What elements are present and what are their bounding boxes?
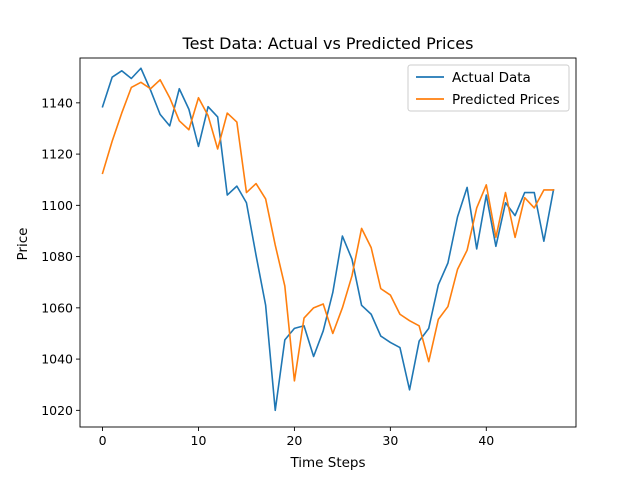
y-tick-label: 1080: [41, 249, 73, 264]
y-tick-label: 1120: [41, 147, 73, 162]
y-axis-label: Price: [15, 228, 31, 261]
x-tick-label: 30: [382, 433, 398, 448]
x-tick-label: 40: [478, 433, 494, 448]
y-tick-label: 1060: [41, 300, 73, 315]
chart-title: Test Data: Actual vs Predicted Prices: [182, 34, 474, 53]
y-tick-label: 1100: [41, 198, 73, 213]
legend-label-actual-data: Actual Data: [452, 70, 531, 86]
x-tick-label: 20: [286, 433, 302, 448]
y-tick-label: 1140: [41, 95, 73, 110]
axes-frame: [79, 57, 577, 428]
series-line-predicted-prices: [101, 78, 555, 382]
legend: Actual Data Predicted Prices: [407, 64, 570, 112]
x-axis-label: Time Steps: [289, 455, 365, 471]
x-tick-label: 10: [191, 433, 207, 448]
y-tick-label: 1020: [41, 403, 73, 418]
y-tick-label: 1040: [41, 352, 73, 367]
legend-box: [407, 64, 570, 112]
x-tick-label: 0: [99, 433, 107, 448]
legend-label-predicted-prices: Predicted Prices: [452, 92, 560, 108]
series-line-actual-data: [101, 67, 555, 412]
